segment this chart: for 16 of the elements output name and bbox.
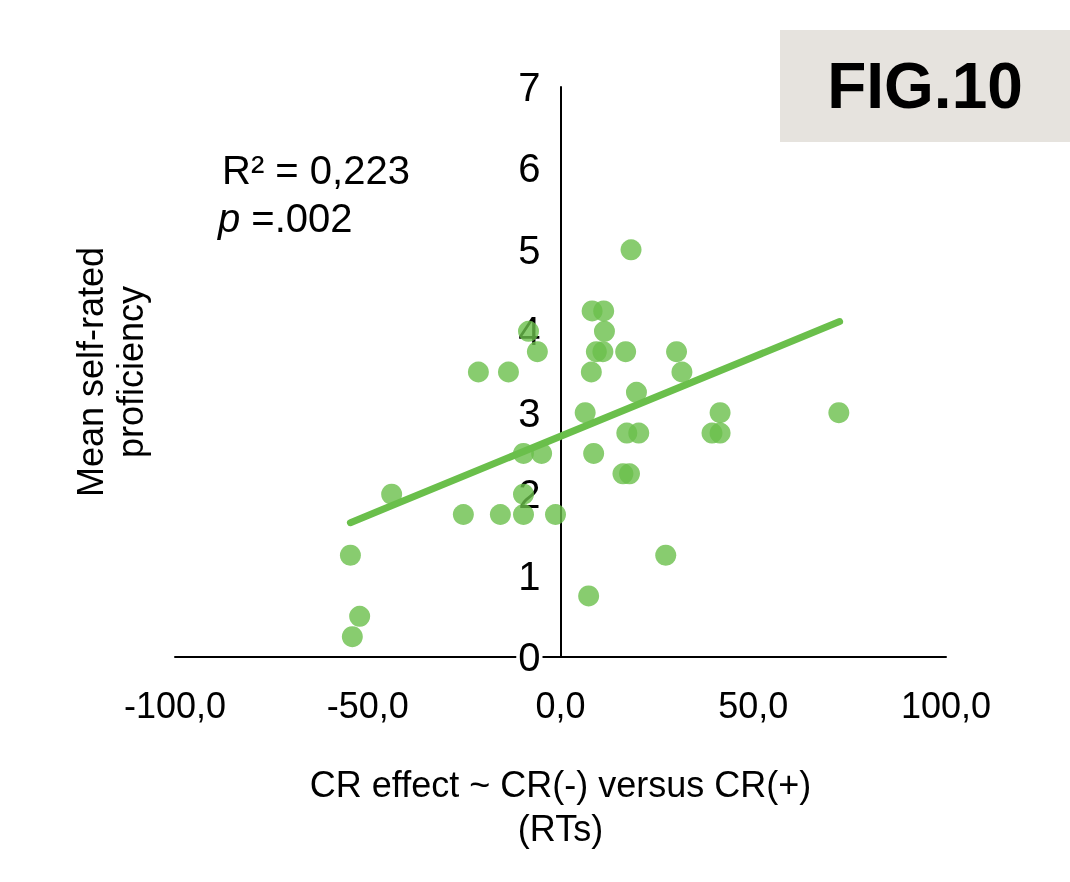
x-tick-label: 0,0 [535,684,586,726]
x-tick-label: -100,0 [123,684,227,726]
x-tick-label: 50,0 [718,684,789,726]
y-tick-label: 1 [518,553,541,598]
annotation: R² = 0,223 [222,148,410,192]
annotation: FIG.10 [827,50,1023,122]
y-tick-label: 7 [518,65,541,109]
x-tick-label: 100,0 [900,684,992,726]
annotation: p =.002 [217,196,353,240]
y-tick-label: 5 [518,227,541,272]
y-axis-title: Mean self-rated proficiency [69,246,151,498]
y-tick-label: 0 [518,635,541,679]
x-axis-title: CR effect ~ CR(-) versus CR(+) (RTs) [309,763,812,849]
y-tick-label: 6 [518,146,541,191]
x-tick-label: -50,0 [326,684,409,726]
y-tick-label: 3 [518,390,541,435]
